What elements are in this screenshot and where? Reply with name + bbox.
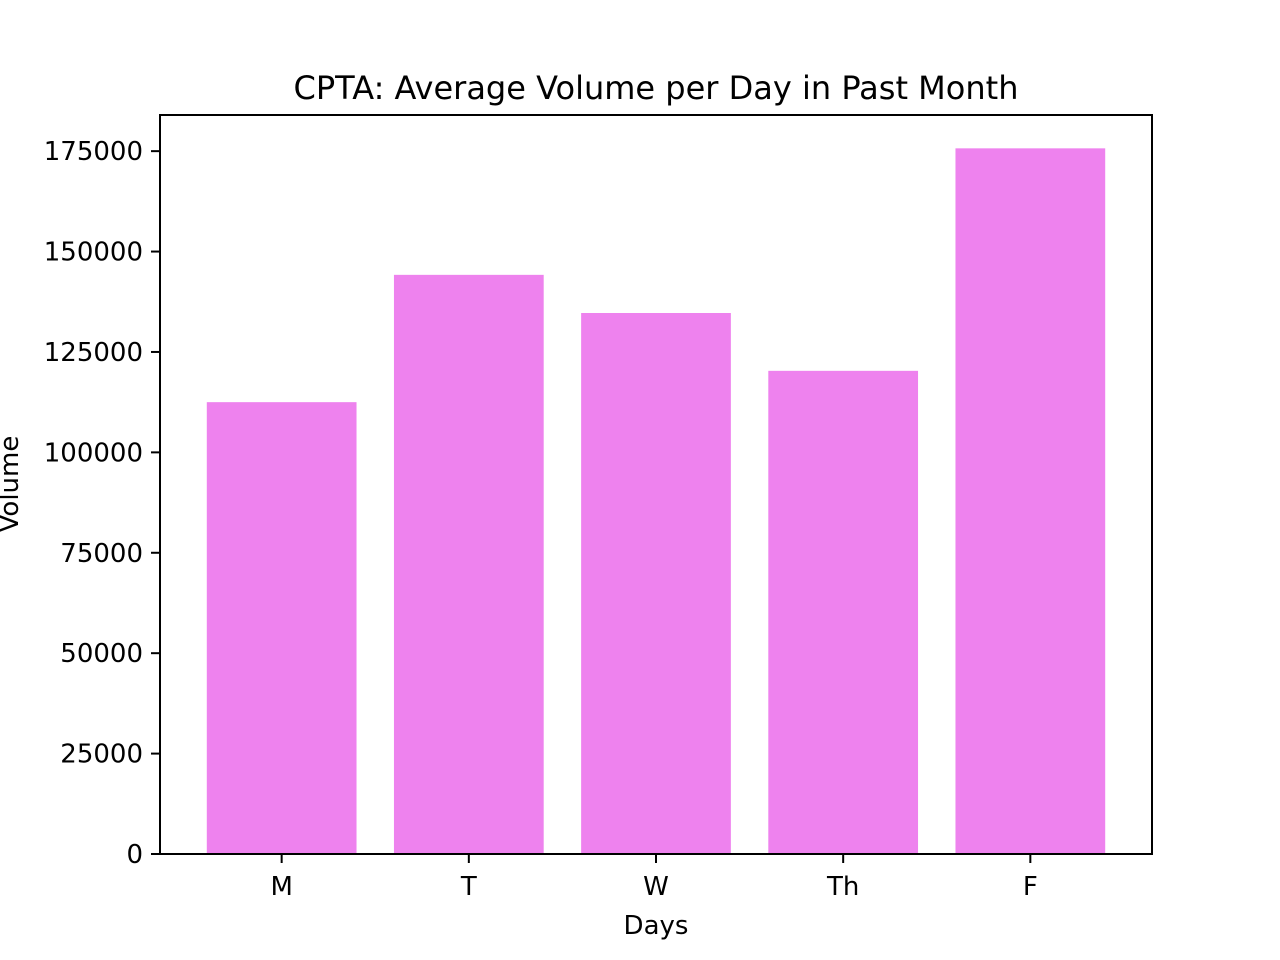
y-axis-label: Volume xyxy=(0,436,25,533)
y-tick-label: 50000 xyxy=(60,639,143,669)
y-tick-label: 175000 xyxy=(44,137,143,167)
y-tick-label: 125000 xyxy=(44,338,143,368)
bar-m xyxy=(206,402,357,854)
y-tick-label: 75000 xyxy=(60,539,143,569)
bars-layer xyxy=(206,148,1106,855)
chart-title: CPTA: Average Volume per Day in Past Mon… xyxy=(294,69,1019,107)
bar-t xyxy=(393,274,544,855)
x-tick-label: M xyxy=(270,872,292,902)
y-tick-label: 25000 xyxy=(60,740,143,770)
x-tick-label: F xyxy=(1023,872,1038,902)
y-ticks-layer: 0 25000 50000 75000 100000 125000 150000 175000 xyxy=(44,137,160,870)
y-tick-label: 0 xyxy=(126,840,143,870)
bar-th xyxy=(768,370,919,854)
bar-f xyxy=(955,148,1106,854)
bar-w xyxy=(581,313,731,855)
x-tick-label: T xyxy=(460,872,477,902)
x-tick-label: Th xyxy=(826,872,859,902)
plot-frame xyxy=(159,114,1153,855)
y-tick-label: 100000 xyxy=(44,438,143,468)
x-tick-label: W xyxy=(643,872,669,902)
y-tick-label: 150000 xyxy=(44,238,143,268)
x-ticks-layer: M T W Th F xyxy=(270,854,1038,902)
x-axis-label: Days xyxy=(624,911,689,941)
